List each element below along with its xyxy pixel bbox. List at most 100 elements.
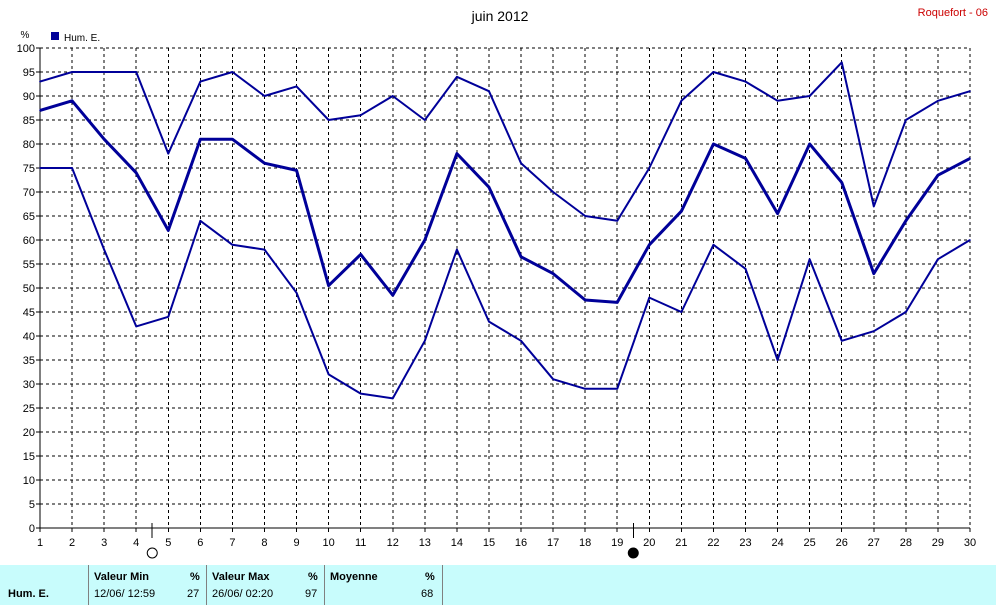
x-tick-label: 16 <box>515 537 527 549</box>
data-point-mean <box>327 284 330 287</box>
data-point-mean <box>520 255 522 258</box>
data-point-mean <box>167 229 170 232</box>
data-point-min <box>327 373 330 376</box>
y-tick-label: 50 <box>23 283 35 295</box>
data-point-mean <box>424 239 426 241</box>
y-tick-label: 65 <box>23 211 35 223</box>
avg-value: 68 <box>421 588 434 600</box>
axes <box>36 47 971 532</box>
data-point-min <box>680 311 683 313</box>
x-tick-label: 3 <box>101 537 107 549</box>
y-tick-label: 5 <box>29 499 35 511</box>
data-point-min <box>552 378 554 381</box>
data-point-max <box>359 114 362 116</box>
data-point-min <box>969 239 971 241</box>
x-tick-label: 4 <box>133 537 139 549</box>
min-header: Valeur Min <box>94 571 150 583</box>
x-tick-label: 8 <box>261 537 267 549</box>
data-point-max <box>135 71 138 73</box>
min-value: 27 <box>187 588 200 600</box>
new-moon-icon <box>627 547 639 559</box>
min-date: 12/06/ 12:59 <box>94 588 156 600</box>
data-point-min <box>712 244 715 246</box>
x-tick-label: 27 <box>868 537 880 549</box>
data-point-mean <box>135 172 138 174</box>
data-point-max <box>840 61 843 64</box>
y-tick-label: 100 <box>17 43 35 55</box>
y-tick-label: 10 <box>23 475 35 487</box>
x-tick-label: 7 <box>229 537 235 549</box>
y-tick-label: 95 <box>23 67 35 79</box>
data-point-mean <box>680 210 683 212</box>
data-point-mean <box>488 186 490 188</box>
data-point-mean <box>776 212 779 215</box>
data-point-min <box>808 258 811 261</box>
y-tick-label: 35 <box>23 355 35 367</box>
data-point-max <box>391 95 394 97</box>
y-tick-label: 85 <box>23 115 35 127</box>
data-point-max <box>263 95 266 97</box>
data-point-mean <box>103 138 105 140</box>
y-tick-label: 75 <box>23 163 35 175</box>
tick-labels: 0510152025303540455055606570758085909510… <box>17 43 976 549</box>
data-point-min <box>391 397 394 400</box>
data-point-max <box>488 90 490 92</box>
data-point-min <box>263 248 266 251</box>
x-tick-label: 5 <box>165 537 171 549</box>
data-point-max <box>872 205 875 208</box>
x-tick-label: 18 <box>579 537 591 549</box>
y-tick-label: 55 <box>23 259 35 271</box>
data-point-mean <box>584 299 586 301</box>
y-axis-unit: % <box>21 30 30 41</box>
y-tick-label: 25 <box>23 403 35 415</box>
divider <box>442 565 443 605</box>
data-point-max <box>969 90 971 92</box>
data-point-min <box>776 359 779 361</box>
data-point-min <box>937 258 939 261</box>
grid <box>40 47 971 528</box>
data-point-mean <box>808 143 811 145</box>
data-point-mean <box>616 301 619 304</box>
summary-max: Valeur Max % 26/06/ 02:20 97 <box>206 565 324 605</box>
data-point-max <box>712 71 715 73</box>
data-point-min <box>872 330 875 333</box>
data-point-min <box>840 340 843 342</box>
summary-variable: Hum. E. <box>8 565 86 605</box>
y-tick-label: 70 <box>23 187 35 199</box>
data-point-max <box>520 162 522 164</box>
x-tick-label: 10 <box>322 537 334 549</box>
data-point-min <box>103 248 105 251</box>
x-tick-label: 6 <box>197 537 203 549</box>
x-tick-label: 9 <box>293 537 299 549</box>
data-point-min <box>648 296 651 299</box>
y-tick-label: 80 <box>23 139 35 151</box>
data-point-mean <box>263 162 266 164</box>
x-tick-label: 21 <box>675 537 687 549</box>
data-point-max <box>103 71 105 73</box>
data-point-min <box>905 311 907 313</box>
data-point-max <box>167 152 170 155</box>
data-point-mean <box>71 100 73 102</box>
series-line-mean <box>39 99 971 304</box>
x-tick-label: 23 <box>739 537 751 549</box>
x-tick-label: 2 <box>69 537 75 549</box>
data-point-max <box>456 76 458 78</box>
station-name: Roquefort - 06 <box>918 7 988 19</box>
data-point-max <box>552 191 554 193</box>
series-line-max <box>39 61 971 222</box>
data-point-min <box>71 167 73 169</box>
max-value: 97 <box>305 588 318 600</box>
summary-average: Moyenne % 68 <box>324 565 442 605</box>
y-tick-label: 45 <box>23 307 35 319</box>
data-point-max <box>680 100 683 102</box>
y-tick-label: 30 <box>23 379 35 391</box>
y-tick-label: 15 <box>23 451 35 463</box>
legend-label: Hum. E. <box>64 33 100 44</box>
data-point-min <box>295 292 298 294</box>
max-date: 26/06/ 02:20 <box>212 588 274 600</box>
data-point-mean <box>359 253 362 256</box>
data-point-max <box>808 95 811 97</box>
divider <box>324 565 325 605</box>
data-point-mean <box>391 294 394 297</box>
avg-header: Moyenne <box>330 571 378 583</box>
